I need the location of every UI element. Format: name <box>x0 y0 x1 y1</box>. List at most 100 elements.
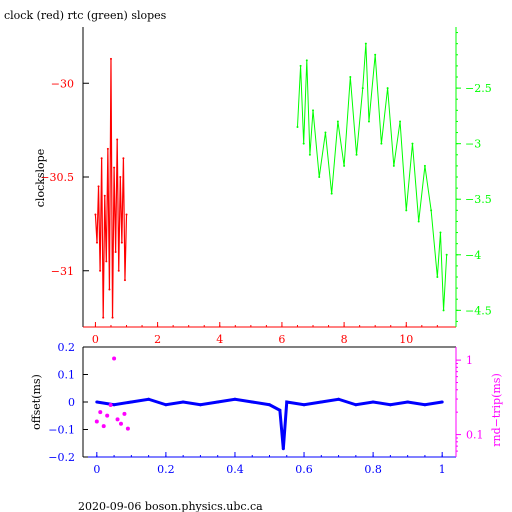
top-y-tick-label: −30 <box>51 77 74 90</box>
bottom-y-tick-label: 0.2 <box>58 341 76 354</box>
top-y2-tick-label: −4 <box>465 249 481 262</box>
rtc-series-line <box>296 43 448 311</box>
offset-point <box>147 397 151 401</box>
offset-point <box>337 397 341 401</box>
bottom-plot: 0 0.2 0.4 0.6 0.8 1 −0.2 −0.1 0 0.1 0.2 0.1 1 offset… <box>30 341 503 476</box>
rtc-point <box>417 220 420 223</box>
chart-title: clock (red) rtc (green) slopes <box>4 9 167 22</box>
offset-point <box>302 403 306 407</box>
offset-point <box>354 403 358 407</box>
bottom-y2-tick-label: 1 <box>466 354 473 367</box>
clock-point <box>103 194 106 197</box>
rtc-point <box>405 209 408 212</box>
top-plot-ylabel: clockslope <box>34 149 47 207</box>
offset-point <box>216 400 220 404</box>
bottom-y-tick-label: −0.1 <box>48 424 75 437</box>
offset-point <box>281 447 285 451</box>
clock-point <box>106 147 109 150</box>
clock-point <box>95 241 98 244</box>
clock-point <box>119 176 122 178</box>
rtc-point <box>367 120 370 123</box>
rtc-point <box>324 131 327 134</box>
rtc-point <box>349 76 352 78</box>
clock-point <box>114 251 117 253</box>
rtc-point <box>343 164 346 167</box>
bottom-plot-axes: 0 0.2 0.4 0.6 0.8 1 −0.2 −0.1 0 0.1 0.2 0.1 1 <box>48 341 483 476</box>
rtc-point <box>308 153 311 156</box>
clock-point <box>109 57 112 60</box>
top-y2-tick-label: −3 <box>465 138 481 151</box>
clock-point <box>97 185 100 188</box>
top-plot-axes: 0 2 4 6 8 10 −30 −30.5 −31 −2.5 −3 −3.5 −4 −4.5 <box>40 27 492 346</box>
offset-point <box>112 403 116 407</box>
rtc-point <box>355 153 358 156</box>
clock-point <box>100 157 103 160</box>
bottom-x-tick-label: 0 <box>93 463 100 476</box>
bottom-x-tick-label: 0.4 <box>226 463 244 476</box>
offset-point <box>278 408 282 412</box>
bottom-x-tick-label: 0.8 <box>364 463 382 476</box>
rtc-point <box>442 309 445 312</box>
top-plot-series <box>94 42 448 319</box>
top-x-tick-label: 8 <box>341 333 348 346</box>
offset-point <box>129 400 133 404</box>
rtc-point <box>299 64 302 67</box>
offset-point <box>440 400 444 404</box>
rtc-point <box>305 59 308 62</box>
bottom-y2-tick-label: 0.1 <box>466 429 484 442</box>
clock-point <box>122 157 125 160</box>
offset-point <box>406 400 410 404</box>
clock-point <box>102 316 105 319</box>
offset-point <box>95 400 99 404</box>
rtc-point <box>318 176 321 178</box>
clock-point <box>113 166 116 169</box>
offset-point <box>164 403 168 407</box>
top-y2-tick-label: −4.5 <box>465 304 492 317</box>
bottom-plot-series <box>94 356 444 451</box>
rtc-point <box>430 209 433 212</box>
rtc-point <box>445 253 448 256</box>
clock-point <box>111 316 114 319</box>
clock-point <box>99 269 102 272</box>
clock-point <box>116 138 119 141</box>
clock-point <box>125 213 128 216</box>
rtc-point <box>361 87 364 90</box>
bottom-x-tick-label: 0.6 <box>295 463 313 476</box>
rtc-point <box>392 164 395 167</box>
top-x-tick-label: 10 <box>399 333 413 346</box>
clock-point <box>105 260 108 263</box>
top-x-tick-label: 4 <box>216 333 223 346</box>
rnd-trip-point <box>125 426 130 431</box>
rtc-point <box>330 192 333 195</box>
rtc-point <box>296 126 299 128</box>
rtc-point <box>439 231 442 234</box>
offset-point <box>319 400 323 404</box>
offset-point <box>250 400 254 404</box>
rtc-point <box>374 53 377 56</box>
rtc-point <box>380 142 383 145</box>
top-plot: 0 2 4 6 8 10 −30 −30.5 −31 −2.5 −3 −3.5 −4 −4.5 clock… <box>34 27 492 346</box>
offset-point <box>198 403 202 407</box>
rtc-point <box>423 164 426 167</box>
bottom-x-tick-label: 0.2 <box>157 463 175 476</box>
top-y2-tick-label: −3.5 <box>465 193 492 206</box>
bottom-y-tick-label: 0.1 <box>58 369 76 382</box>
bottom-plot-y2label: rnd−trip(ms) <box>490 373 503 447</box>
bottom-y-tick-label: 0 <box>68 396 75 409</box>
rtc-point <box>312 109 315 112</box>
rnd-trip-point <box>101 424 106 429</box>
bottom-plot-ylabel: offset(ms) <box>30 374 43 430</box>
top-y2-tick-label: −2.5 <box>465 82 492 95</box>
rnd-trip-point <box>115 417 120 422</box>
rnd-trip-point <box>105 413 110 418</box>
clock-point <box>123 279 126 282</box>
top-y-tick-label: −30.5 <box>40 171 74 184</box>
rnd-trip-point <box>118 421 123 426</box>
top-x-tick-label: 6 <box>278 333 285 346</box>
rnd-trip-point <box>122 411 127 416</box>
rnd-trip-point <box>98 410 103 415</box>
offset-point <box>268 403 271 407</box>
rtc-point <box>411 142 414 145</box>
clock-point <box>108 288 111 291</box>
bottom-x-tick-label: 1 <box>439 463 446 476</box>
